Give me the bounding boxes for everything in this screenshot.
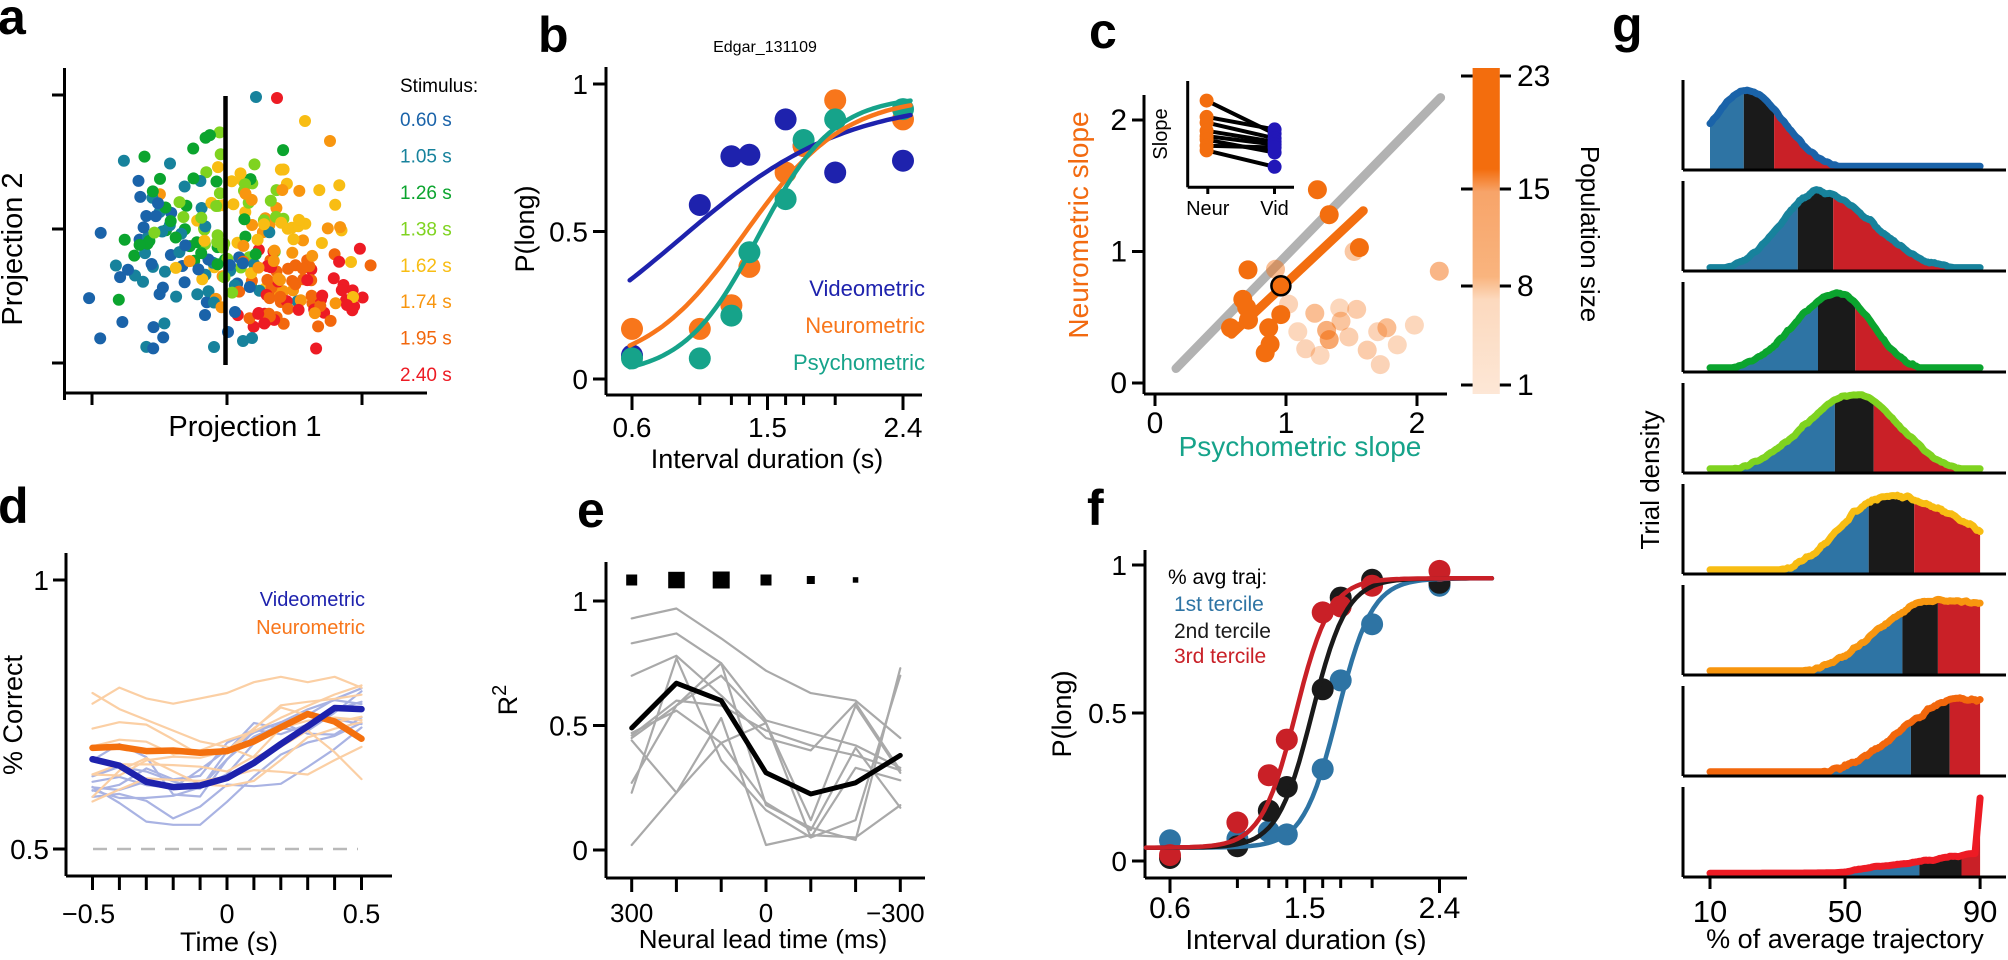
svg-text:3rd tercile: 3rd tercile — [1174, 645, 1266, 668]
svg-text:0.6: 0.6 — [1149, 892, 1191, 925]
svg-text:300: 300 — [610, 898, 653, 928]
svg-text:23: 23 — [1517, 60, 1550, 93]
svg-text:1: 1 — [572, 586, 588, 617]
svg-text:d: d — [0, 478, 29, 534]
svg-text:Interval duration (s): Interval duration (s) — [651, 444, 884, 474]
svg-text:0: 0 — [1147, 407, 1164, 440]
svg-text:0: 0 — [572, 835, 588, 866]
svg-text:0: 0 — [572, 364, 588, 395]
svg-text:1: 1 — [33, 565, 49, 596]
svg-text:2.4: 2.4 — [1419, 892, 1461, 925]
svg-text:−300: −300 — [866, 898, 925, 928]
svg-text:1: 1 — [572, 69, 588, 100]
svg-text:0.5: 0.5 — [549, 711, 588, 742]
svg-text:0.6: 0.6 — [613, 412, 652, 443]
svg-text:a: a — [0, 0, 27, 45]
svg-text:10: 10 — [1693, 894, 1727, 929]
svg-text:Time (s): Time (s) — [180, 927, 278, 955]
svg-text:% Correct: % Correct — [0, 654, 28, 775]
svg-text:15: 15 — [1517, 173, 1550, 206]
svg-text:Psychometric: Psychometric — [793, 350, 925, 375]
svg-text:2.40 s: 2.40 s — [400, 365, 452, 386]
svg-text:0.60 s: 0.60 s — [400, 110, 452, 131]
svg-text:Edgar_131109: Edgar_131109 — [713, 39, 817, 56]
svg-text:0: 0 — [759, 898, 773, 928]
svg-text:% avg traj:: % avg traj: — [1168, 566, 1267, 589]
svg-text:% of average trajectory: % of average trajectory — [1706, 924, 1984, 954]
svg-text:P(long): P(long) — [510, 185, 540, 272]
svg-text:1: 1 — [1111, 550, 1127, 581]
svg-text:1.5: 1.5 — [1284, 892, 1326, 925]
svg-text:1.62 s: 1.62 s — [400, 256, 452, 277]
svg-text:0: 0 — [1110, 367, 1127, 400]
svg-text:Psychometric slope: Psychometric slope — [1179, 431, 1422, 462]
svg-text:1.05 s: 1.05 s — [400, 146, 452, 167]
svg-text:2: 2 — [1409, 407, 1426, 440]
svg-text:Videometric: Videometric — [260, 589, 365, 611]
svg-text:8: 8 — [1517, 270, 1534, 303]
svg-text:Projection 1: Projection 1 — [168, 411, 321, 443]
svg-text:1.95 s: 1.95 s — [400, 329, 452, 350]
svg-text:Videometric: Videometric — [809, 276, 925, 301]
svg-text:P(long): P(long) — [1047, 670, 1077, 757]
svg-text:1: 1 — [1517, 369, 1534, 402]
svg-text:Trial density: Trial density — [1635, 410, 1665, 549]
svg-text:0.5: 0.5 — [549, 217, 588, 248]
svg-text:g: g — [1612, 0, 1643, 53]
svg-text:0: 0 — [219, 899, 234, 929]
svg-text:Population size: Population size — [1575, 146, 1605, 322]
svg-text:0: 0 — [1111, 846, 1127, 877]
svg-text:Projection 2: Projection 2 — [0, 172, 29, 325]
svg-text:2: 2 — [1110, 104, 1127, 137]
svg-text:Interval duration (s): Interval duration (s) — [1185, 924, 1426, 955]
svg-text:Neural lead time (ms): Neural lead time (ms) — [639, 924, 888, 954]
svg-text:1.74 s: 1.74 s — [400, 292, 452, 313]
svg-text:90: 90 — [1963, 894, 1997, 929]
svg-text:1: 1 — [1278, 407, 1295, 440]
svg-text:0.5: 0.5 — [343, 899, 381, 929]
svg-text:Neurometric: Neurometric — [805, 313, 925, 338]
svg-text:Neur: Neur — [1186, 198, 1230, 220]
svg-text:b: b — [538, 7, 569, 63]
svg-text:−0.5: −0.5 — [62, 899, 115, 929]
svg-text:1.38 s: 1.38 s — [400, 219, 452, 240]
svg-text:0.5: 0.5 — [10, 834, 49, 865]
svg-text:Stimulus:: Stimulus: — [400, 76, 478, 97]
svg-text:f: f — [1087, 480, 1104, 536]
svg-text:1st tercile: 1st tercile — [1174, 593, 1264, 616]
svg-text:Slope: Slope — [1150, 108, 1172, 159]
svg-text:50: 50 — [1828, 894, 1862, 929]
svg-text:2nd tercile: 2nd tercile — [1174, 620, 1271, 643]
svg-text:e: e — [577, 482, 605, 538]
svg-text:1.5: 1.5 — [748, 412, 787, 443]
svg-text:0.5: 0.5 — [1088, 698, 1127, 729]
svg-text:c: c — [1089, 3, 1117, 59]
svg-text:Neurometric slope: Neurometric slope — [1063, 111, 1094, 338]
svg-text:Neurometric: Neurometric — [256, 617, 365, 639]
svg-text:1.26 s: 1.26 s — [400, 183, 452, 204]
svg-text:1: 1 — [1110, 236, 1127, 269]
svg-text:2.4: 2.4 — [884, 412, 923, 443]
svg-text:Vid: Vid — [1260, 198, 1289, 220]
